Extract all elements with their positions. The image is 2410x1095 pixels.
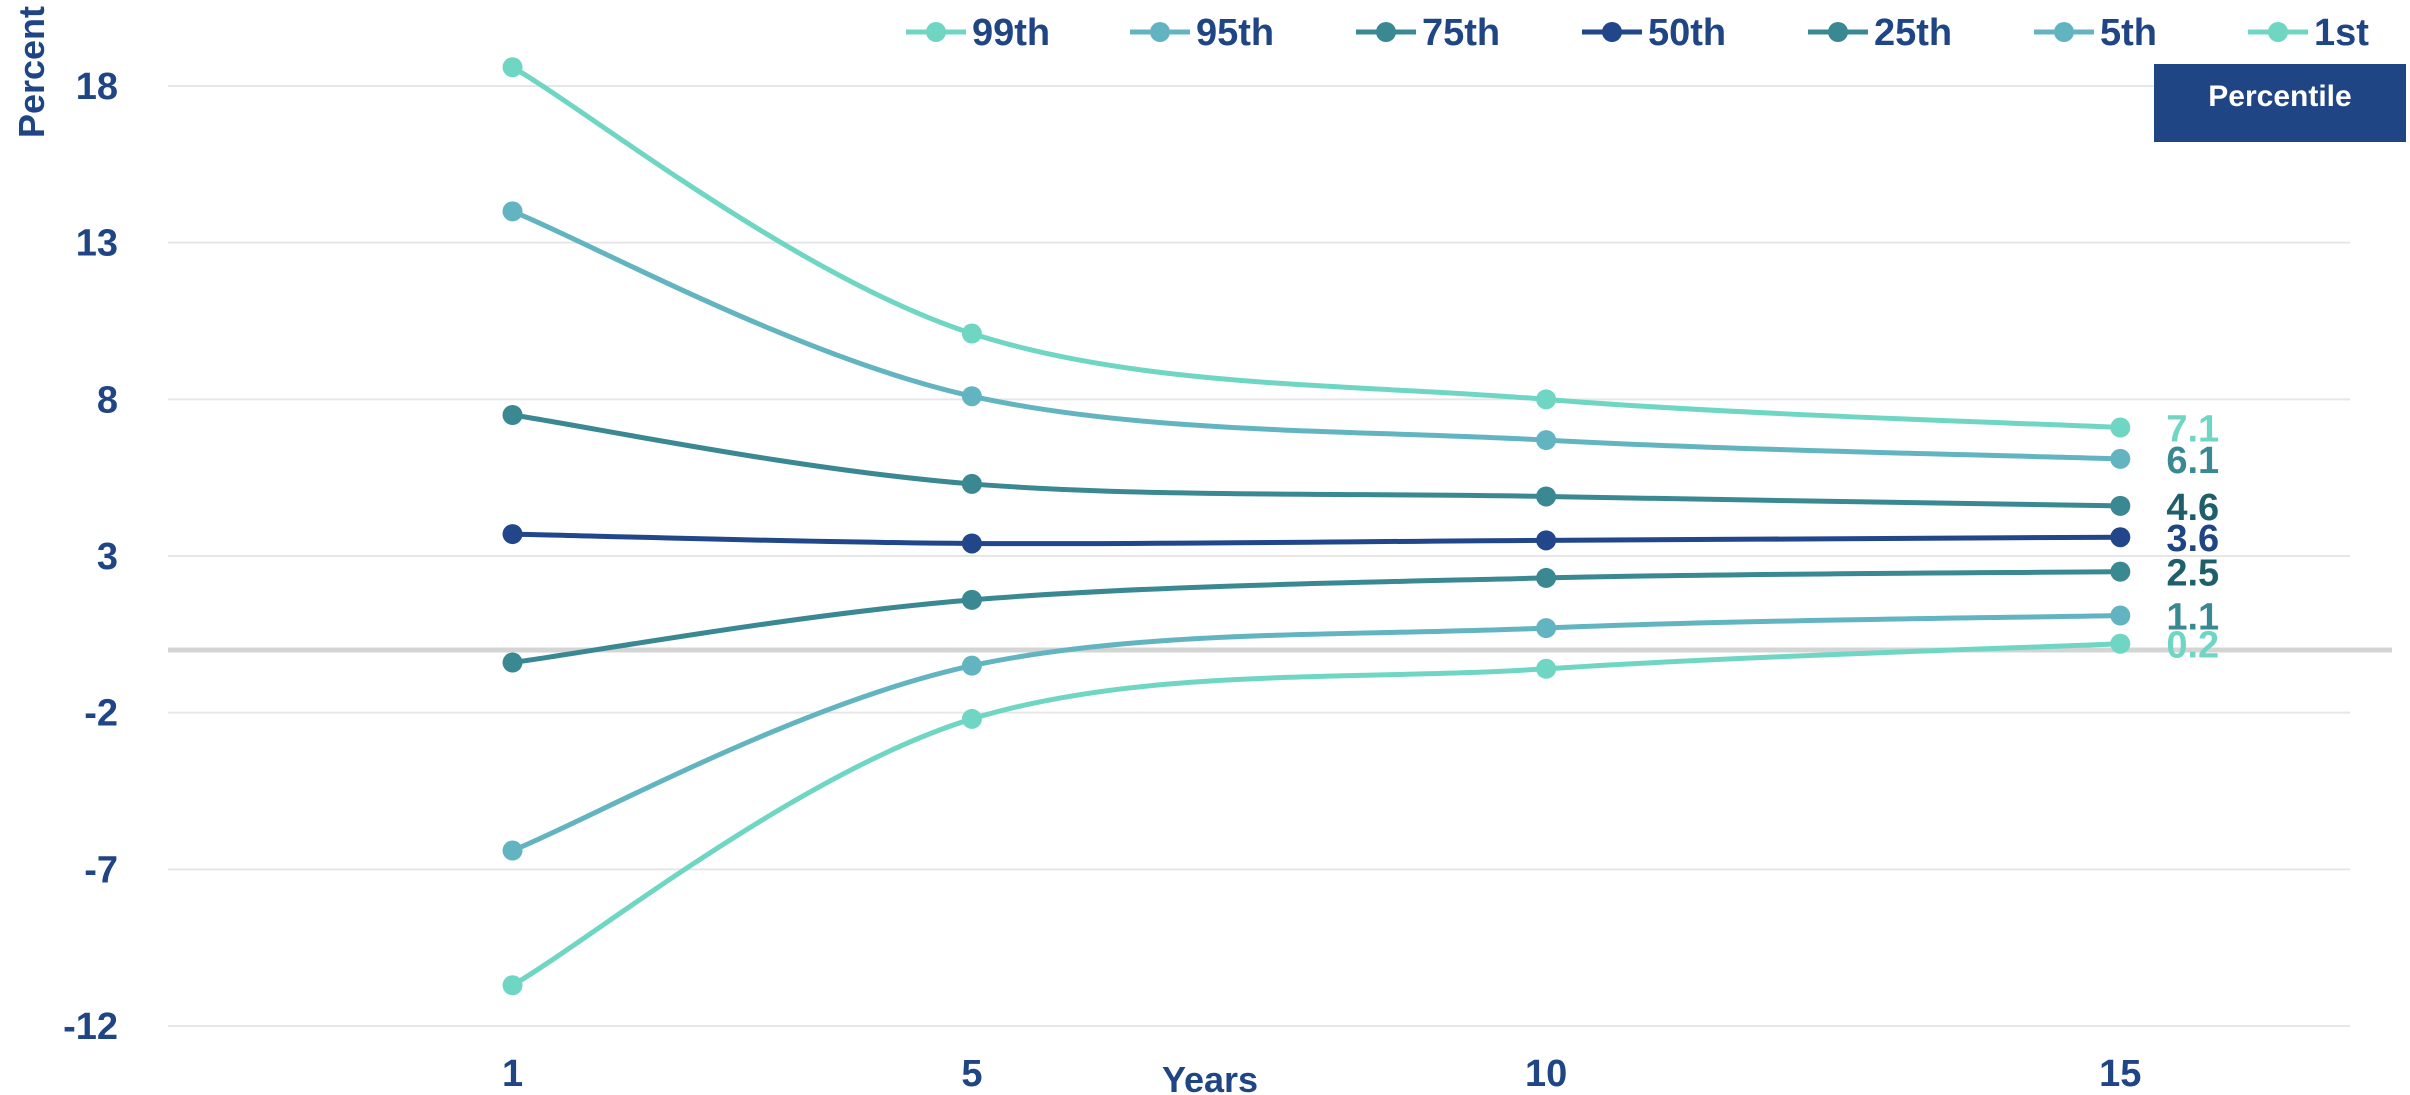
data-point <box>502 524 523 545</box>
legend-swatch-marker <box>926 22 946 42</box>
x-tick-label: 10 <box>1525 1053 1567 1095</box>
data-point <box>961 386 982 407</box>
data-point <box>961 589 982 610</box>
end-value-label: 4.6 <box>2166 487 2219 529</box>
data-point <box>1536 567 1557 588</box>
x-tick-label: 5 <box>961 1053 982 1095</box>
end-value-labels: 7.16.1 4.63.62.51.10.2 <box>2166 409 2219 667</box>
data-point <box>2110 633 2131 654</box>
series-line <box>510 412 2123 509</box>
series-line <box>510 531 2123 547</box>
series-5th <box>502 605 2131 861</box>
end-value-label: 7.1 <box>2166 409 2219 451</box>
y-tick-label: -7 <box>84 849 118 891</box>
series-25th <box>502 561 2131 673</box>
data-point <box>502 57 523 78</box>
legend-label: 75th <box>1422 12 1500 54</box>
data-point <box>2110 605 2131 626</box>
y-tick-label: -2 <box>84 693 118 735</box>
data-point <box>1536 618 1557 639</box>
end-value-label: 3.6 <box>2166 518 2219 560</box>
legend-swatch-marker <box>1828 22 1848 42</box>
series-line <box>510 569 2123 666</box>
end-value-label: 2.5 <box>2166 553 2219 595</box>
legend: 99th 95th 75th 50th 25th 5th 1st <box>906 12 2369 54</box>
legend-title-badge: Percentile <box>2154 64 2406 142</box>
data-point <box>2110 495 2131 516</box>
data-point <box>961 655 982 676</box>
data-point <box>2110 417 2131 438</box>
legend-swatch-marker <box>1602 22 1622 42</box>
legend-item-50th: 50th <box>1582 12 1726 54</box>
legend-item-95th: 95th <box>1130 12 1274 54</box>
x-tick-label: 1 <box>502 1053 523 1095</box>
y-tick-label: 18 <box>76 66 118 108</box>
series-line <box>510 64 2123 431</box>
y-axis: 18 13 8 3 -2 -7 -12 <box>63 66 118 1048</box>
legend-label: 1st <box>2314 12 2369 54</box>
legend-label: 25th <box>1874 12 1952 54</box>
data-point <box>1536 430 1557 451</box>
y-tick-label: -12 <box>63 1006 118 1048</box>
legend-swatch-marker <box>1150 22 1170 42</box>
legend-swatch-marker <box>2268 22 2288 42</box>
legend-label: 50th <box>1648 12 1726 54</box>
legend-item-1st: 1st <box>2248 12 2369 54</box>
series-99th <box>502 57 2131 438</box>
data-point <box>2110 448 2131 469</box>
data-point <box>1536 389 1557 410</box>
data-point <box>502 840 523 861</box>
series-75th <box>502 405 2131 516</box>
series-line <box>510 208 2123 462</box>
data-point <box>502 405 523 425</box>
y-tick-label: 13 <box>76 223 118 265</box>
data-point <box>961 473 982 494</box>
legend-swatch-marker <box>2054 22 2074 42</box>
legend-label: 95th <box>1196 12 1274 54</box>
y-tick-label: 8 <box>97 379 118 421</box>
data-point <box>502 975 523 996</box>
legend-item-99th: 99th <box>906 12 1050 54</box>
series-95th <box>502 201 2131 469</box>
legend-item-25th: 25th <box>1808 12 1952 54</box>
legend-swatch-marker <box>1376 22 1396 42</box>
series-50th <box>502 524 2131 554</box>
data-point <box>2110 561 2131 582</box>
series-lines <box>502 57 2131 996</box>
x-axis: 1 5 10 15 <box>502 1053 2142 1095</box>
data-point <box>1536 658 1557 679</box>
gridlines <box>168 85 2392 1027</box>
end-value-label: 0.2 <box>2166 625 2219 667</box>
y-tick-label: 3 <box>97 536 118 578</box>
data-point <box>2110 527 2131 548</box>
data-point <box>1536 530 1557 551</box>
legend-label: 5th <box>2100 12 2157 54</box>
data-point <box>961 533 982 554</box>
end-value-label: 6.1 <box>2166 440 2219 482</box>
x-axis-title: Years <box>1162 1059 1258 1095</box>
legend-label: 99th <box>972 12 1050 54</box>
legend-title: Percentile <box>2208 80 2351 113</box>
series-line <box>510 613 2123 854</box>
data-point <box>961 708 982 729</box>
legend-item-5th: 5th <box>2034 12 2157 54</box>
end-value-label: 1.1 <box>2166 597 2219 639</box>
series-line <box>510 641 2123 988</box>
data-point <box>1536 486 1557 507</box>
series-1st <box>502 633 2131 996</box>
x-tick-label: 15 <box>2099 1053 2141 1095</box>
legend-item-75th: 75th <box>1356 12 1500 54</box>
data-point <box>502 652 523 673</box>
y-axis-title: Percent <box>11 6 52 138</box>
data-point <box>502 201 523 222</box>
data-point <box>961 323 982 344</box>
